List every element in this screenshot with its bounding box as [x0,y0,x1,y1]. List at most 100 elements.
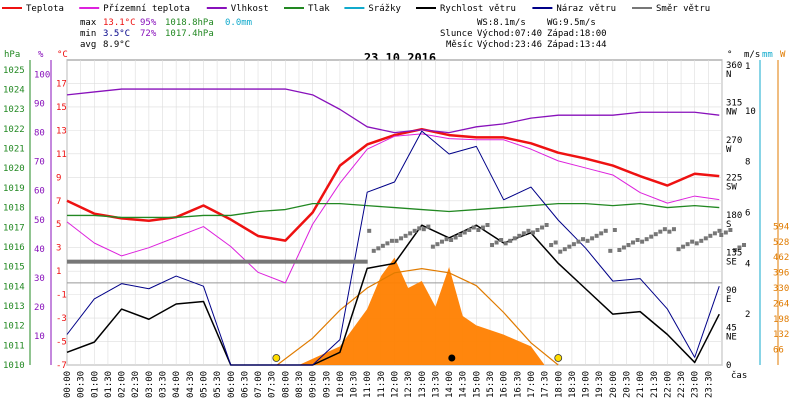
w-tick: 594 [773,222,789,232]
time-tick: 06:30 [240,371,250,398]
series-line-1 [66,133,720,284]
wind-direction-mark [503,241,508,246]
wind-direction-mark [530,230,535,235]
stats-avg-temp: 8.9°C [103,40,130,50]
deg-tick: NW [726,108,737,118]
wind-direction-mark [594,233,599,238]
hpa-tick: 1016 [3,243,25,253]
series-line-4 [66,224,720,366]
wind-direction-mark [640,239,645,244]
hpa-tick: 1020 [3,164,25,174]
wind-direction-mark [421,227,426,232]
w-tick: 198 [773,315,789,325]
time-tick: 16:00 [500,371,510,398]
time-tick: 15:30 [486,371,496,398]
c-tick: 3 [56,244,61,254]
deg-tick: 135 [726,249,742,259]
wind-direction-mark [389,238,394,243]
pct-tick: 40 [34,245,45,255]
wind-direction-mark [521,231,526,236]
time-tick: 07:30 [268,371,278,398]
wind-direction-mark [653,232,658,237]
wind-direction-mark [430,244,435,249]
wind-direction-mark [526,228,531,233]
mm-axis-unit: mm [762,50,773,60]
hpa-tick: 1013 [3,302,25,312]
stats-min-press: 1017.4hPa [165,29,214,39]
stats-max-label: max [80,18,97,28]
time-tick: 21:30 [650,371,660,398]
wind-direction-mark [723,230,728,235]
wind-direction-mark [567,244,572,249]
pct-tick: 90 [34,100,45,110]
time-tick: 13:00 [418,371,428,398]
wind-direction-mark [148,259,177,264]
wind-direction-mark [412,228,417,233]
axes: hPa% °C1025102410231022102110201019101810… [3,50,789,398]
wind-direction-mark [558,249,563,254]
c-tick: 5 [56,220,61,230]
wind-direction-mark [649,234,654,239]
time-tick: 04:00 [172,371,182,398]
deg-tick: 225 [726,174,742,184]
time-tick: 04:30 [186,371,196,398]
stats-max-rain: 0.0mm [225,18,252,28]
c-tick: 15 [56,103,67,113]
time-tick: 14:30 [459,371,469,398]
wind-direction-mark [703,236,708,241]
hpa-tick: 1010 [3,361,25,371]
wind-direction-mark [699,238,704,243]
wind-direction-mark [490,243,495,247]
time-tick: 08:30 [295,371,305,398]
stats-min-hum: 72% [140,29,157,39]
time-tick: 00:30 [77,371,87,398]
time-tick: 12:30 [404,371,414,398]
wind-direction-mark [676,247,681,252]
time-tick: 16:30 [513,371,523,398]
time-tick: 03:00 [145,371,155,398]
wind-direction-mark [535,228,540,232]
time-tick: 14:00 [445,371,455,398]
legend-item: Směr větru [656,4,710,14]
wind-direction-mark [453,235,458,240]
stats-avg-label: avg [80,40,96,50]
pct-tick: 30 [34,274,45,284]
hpa-tick: 1014 [3,282,25,292]
wind-direction-mark [608,248,613,253]
stats-min-temp: 3.5°C [103,29,130,39]
wind-direction-mark [732,248,737,252]
time-tick: 13:30 [431,371,441,398]
wind-direction-mark [742,243,747,247]
time-tick: 11:30 [377,371,387,398]
time-tick: 18:00 [554,371,564,398]
wind-direction-mark [494,240,499,245]
deg-tick: 180 [726,211,742,221]
time-tick: 05:30 [213,371,223,398]
wind-direction-mark [426,224,431,229]
w-axis-unit: W [780,50,786,60]
deg-tick: 315 [726,99,742,109]
wind-direction-mark [476,228,481,232]
c-tick: 11 [56,150,67,160]
wind-direction-mark [467,228,472,232]
wind-direction-mark [728,228,733,232]
pct-tick: 50 [34,216,45,226]
wind-direction-mark [230,259,259,264]
wind-direction-mark [176,259,204,264]
time-tick: 21:00 [636,371,646,398]
stats-max-hum: 95% [140,18,157,28]
time-tick: 20:30 [622,371,632,398]
hpa-tick: 1023 [3,105,25,115]
legend-item: Rychlost větru [440,4,516,14]
w-tick: 462 [773,253,789,263]
solar-radiation-area [298,257,545,365]
wind-direction-mark [737,245,742,250]
wind-direction-mark [562,247,567,252]
wind-direction-mark [94,259,123,264]
wind-direction-mark [571,242,576,247]
wind-direction-mark [67,259,95,264]
hpa-tick: 1011 [3,341,25,351]
wind-direction-mark [394,238,399,243]
time-tick: 23:30 [704,371,714,398]
deg-tick: NE [726,333,737,343]
